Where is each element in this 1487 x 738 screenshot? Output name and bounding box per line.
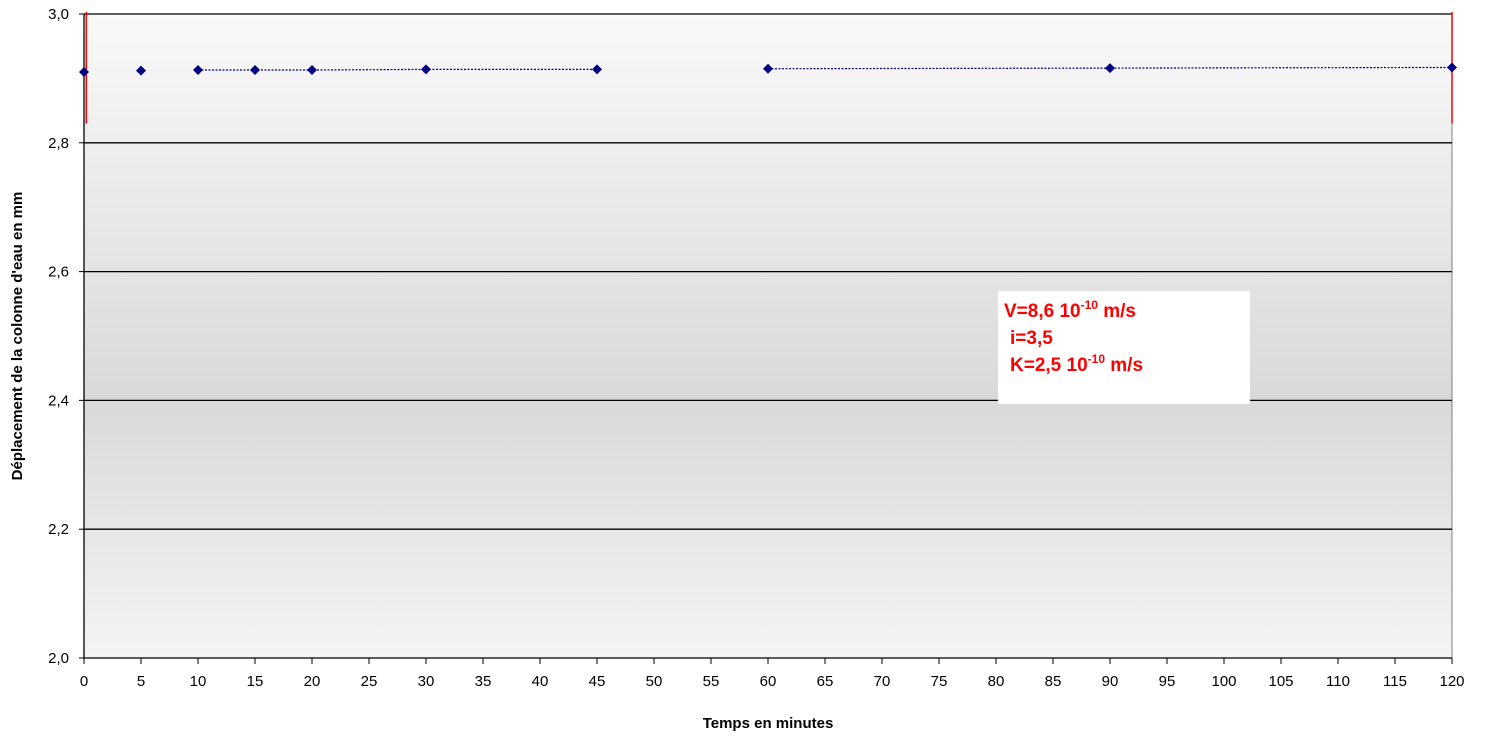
- x-tick-label: 110: [1326, 673, 1350, 690]
- x-tick-label: 85: [1045, 673, 1062, 690]
- annotation-line-velocity: V=8,6 10-10 m/s: [1004, 298, 1136, 322]
- annotation-velocity-exponent: -10: [1081, 298, 1099, 312]
- data-point: [307, 65, 317, 76]
- x-tick-label: 70: [874, 673, 891, 690]
- y-tick-label: 2,0: [48, 650, 69, 667]
- x-tick-label: 95: [1159, 673, 1176, 690]
- x-tick-label: 10: [190, 673, 207, 690]
- data-point: [79, 66, 89, 77]
- y-tick-label: 2,8: [48, 135, 69, 152]
- x-tick-label: 115: [1383, 673, 1407, 690]
- axes: [83, 14, 1453, 664]
- y-tick-label: 2,6: [48, 264, 69, 281]
- x-tick-label: 25: [361, 673, 378, 690]
- x-tick-label: 30: [418, 673, 435, 690]
- x-tick-label: 120: [1439, 673, 1464, 690]
- annotation-velocity-unit: m/s: [1098, 301, 1136, 322]
- annotation-permeability-unit: m/s: [1105, 355, 1143, 376]
- annotation-line-gradient: i=3,5: [1010, 328, 1053, 349]
- x-tick-label: 75: [931, 673, 948, 690]
- x-tick-label: 100: [1211, 673, 1236, 690]
- annotation-velocity-base: V=8,6 10: [1004, 301, 1081, 322]
- data-point: [421, 64, 431, 75]
- y-tick-label: 3,0: [48, 6, 69, 23]
- x-tick-label: 40: [532, 673, 549, 690]
- x-tick-label: 80: [988, 673, 1005, 690]
- annotation-permeability-base: K=2,5 10: [1010, 355, 1088, 376]
- annotation-permeability-exponent: -10: [1088, 352, 1106, 366]
- y-tick-label: 2,2: [48, 521, 69, 538]
- x-tick-label: 5: [137, 673, 145, 690]
- data-points: [79, 62, 1457, 77]
- y-tick-labels: 2,0 2,2 2,4 2,6 2,8 3,0: [48, 6, 69, 667]
- annotation-box: V=8,6 10-10 m/s i=3,5 K=2,5 10-10 m/s: [998, 291, 1250, 404]
- x-tick-label: 65: [817, 673, 834, 690]
- x-tick-label: 20: [304, 673, 321, 690]
- x-tick-label: 0: [80, 673, 88, 690]
- data-point: [1447, 62, 1457, 73]
- x-tick-labels: 0 5 10 15 20 25 30 35 40 45 50 55 60 65 70 75 80 85 90 95 10…: [80, 673, 1465, 690]
- x-tick-label: 35: [475, 673, 492, 690]
- annotation-background: [998, 291, 1250, 404]
- annotation-line-permeability: K=2,5 10-10 m/s: [1010, 352, 1143, 376]
- x-tick-label: 55: [703, 673, 720, 690]
- data-point: [250, 65, 260, 76]
- data-point: [1105, 63, 1115, 74]
- x-axis-title: Temps en minutes: [703, 715, 834, 732]
- data-point: [136, 65, 146, 76]
- x-tick-label: 45: [589, 673, 606, 690]
- x-tick-label: 50: [646, 673, 663, 690]
- x-tick-label: 90: [1102, 673, 1119, 690]
- data-point: [763, 63, 773, 74]
- data-point: [193, 65, 203, 76]
- data-point: [592, 64, 602, 75]
- grid-lines: [79, 13, 1452, 659]
- y-axis-title: Déplacement de la colonne d'eau en mm: [9, 192, 26, 481]
- y-tick-label: 2,4: [48, 392, 69, 409]
- x-tick-label: 105: [1268, 673, 1293, 690]
- x-tick-label: 15: [247, 673, 264, 690]
- x-tick-label: 60: [760, 673, 777, 690]
